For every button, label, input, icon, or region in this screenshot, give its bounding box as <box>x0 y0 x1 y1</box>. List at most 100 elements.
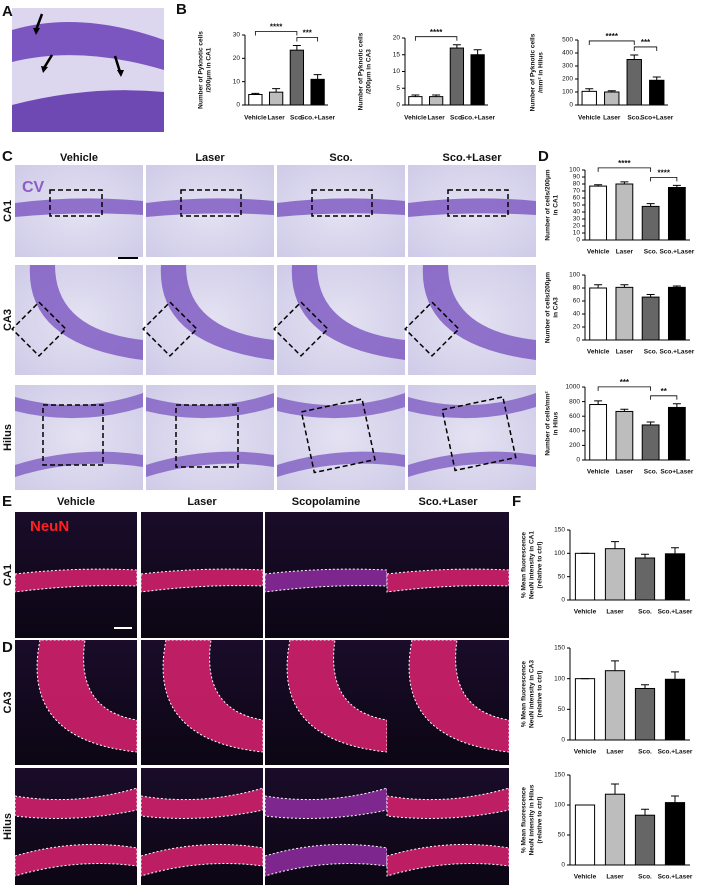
x-tick-label: Sco. <box>644 349 658 356</box>
error-bar <box>672 403 681 408</box>
bar <box>589 404 608 461</box>
bar <box>581 90 597 106</box>
dashed-box <box>311 189 373 217</box>
error-bar <box>646 294 655 298</box>
bar <box>664 678 686 741</box>
y-tick-label: 50 <box>558 832 566 839</box>
column-header: Sco.+Laser <box>418 496 478 508</box>
x-tick-label: Sco. <box>627 115 641 122</box>
bar <box>574 804 596 866</box>
significance-label: **** <box>658 169 671 178</box>
y-tick-label: 1000 <box>566 384 581 391</box>
bar <box>667 187 686 241</box>
x-tick-label: Sco. <box>638 609 652 616</box>
y-tick-label: 200 <box>569 442 580 449</box>
bar <box>574 678 596 741</box>
significance-bracket <box>633 46 658 51</box>
x-tick-label: Sco.+Laser <box>460 115 495 122</box>
y-tick-label: 60 <box>573 195 581 202</box>
stain-label: CV <box>22 179 45 196</box>
outline <box>14 787 138 877</box>
column-header: Sco. <box>329 152 352 164</box>
cell-layer <box>265 788 387 876</box>
error-bar <box>671 547 679 554</box>
y-axis-label: (relative to ctrl) <box>537 542 544 589</box>
significance-bracket <box>597 167 652 172</box>
error-bar <box>611 541 619 549</box>
y-tick-label: 0 <box>569 102 573 109</box>
bar <box>664 553 686 601</box>
significance-bracket <box>588 40 635 45</box>
x-tick-label: Sco.+Laser <box>658 749 693 756</box>
dashed-box <box>273 301 329 357</box>
dashed-box <box>175 404 239 468</box>
bar <box>667 406 686 461</box>
y-tick-label: 80 <box>573 285 581 292</box>
error-bar <box>594 400 603 405</box>
outline <box>36 639 138 753</box>
significance-bracket <box>597 386 652 391</box>
significance-label: **** <box>618 159 631 168</box>
row-header: Hilus <box>2 813 14 840</box>
dashed-box <box>441 396 517 472</box>
y-tick-label: 10 <box>573 230 581 237</box>
y-axis-label: /200μm in CA1 <box>206 47 213 92</box>
error-bar <box>641 553 649 558</box>
error-bar <box>620 181 629 184</box>
error-bar <box>641 684 649 689</box>
y-tick-label: 20 <box>573 324 581 331</box>
x-tick-label: Sco.+Laser <box>659 249 694 256</box>
error-bar <box>452 44 461 49</box>
bar <box>449 47 465 106</box>
y-tick-label: 30 <box>573 216 581 223</box>
x-tick-label: Laser <box>616 349 634 356</box>
significance-label: **** <box>270 23 283 32</box>
y-axis-label: /mm² in Hilus <box>538 52 545 93</box>
column-header: Vehicle <box>57 496 95 508</box>
significance-bracket <box>296 37 319 42</box>
error-bar <box>594 184 603 187</box>
y-axis-label: Number of cells/mm² <box>545 391 552 456</box>
cell-layer <box>277 198 405 217</box>
error-bar <box>272 88 281 93</box>
error-bar <box>620 284 629 288</box>
x-tick-label: Vehicle <box>587 249 610 256</box>
error-bar <box>251 92 260 95</box>
y-tick-label: 300 <box>562 63 573 70</box>
y-axis-label: in CA1 <box>553 194 560 215</box>
panel-label: D <box>538 148 549 165</box>
bar <box>408 96 423 106</box>
cell-layer <box>408 451 536 477</box>
dashed-box <box>142 301 198 357</box>
significance-bracket <box>414 36 458 41</box>
column-header: Vehicle <box>60 152 98 164</box>
x-tick-label: Sco. <box>290 115 304 122</box>
y-tick-label: 10 <box>393 68 401 75</box>
cell-layer <box>277 451 405 477</box>
y-tick-label: 50 <box>573 202 581 209</box>
x-tick-label: Sco.+Laser <box>658 609 693 616</box>
x-tick-label: Sco. <box>638 749 652 756</box>
y-tick-label: 30 <box>233 32 241 39</box>
bar <box>604 670 626 741</box>
bar <box>649 79 665 106</box>
outline <box>140 568 264 593</box>
column-header: Sco.+Laser <box>442 152 502 164</box>
cell-layer <box>163 640 263 752</box>
error-bar <box>672 285 681 288</box>
y-axis-label: /200μm in CA3 <box>366 49 373 94</box>
y-tick-label: 100 <box>554 802 565 809</box>
y-tick-label: 0 <box>561 597 565 604</box>
panel-label: D <box>2 639 13 656</box>
bar <box>634 814 656 866</box>
dashed-box <box>404 301 460 357</box>
x-tick-label: Laser <box>606 874 624 881</box>
y-axis-label: NeuN intensity in CA3 <box>529 660 536 728</box>
y-tick-label: 50 <box>558 573 566 580</box>
y-axis-label: Number of cells/200μm <box>545 169 552 240</box>
x-tick-label: Sco+Laser <box>640 115 674 122</box>
x-tick-label: Vehicle <box>574 749 597 756</box>
x-tick-label: Sco.+Laser <box>658 874 693 881</box>
y-tick-label: 10 <box>233 78 241 85</box>
micrograph-a <box>12 8 164 132</box>
